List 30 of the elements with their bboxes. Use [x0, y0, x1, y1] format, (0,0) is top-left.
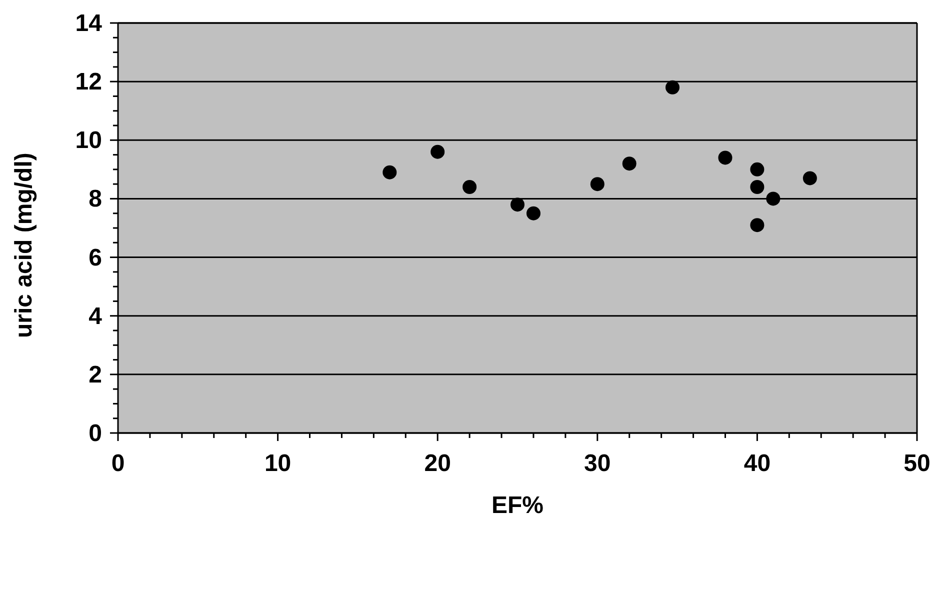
- point: [526, 206, 540, 220]
- point: [750, 162, 764, 176]
- point: [430, 144, 445, 159]
- point: [622, 156, 636, 171]
- point: [750, 218, 764, 232]
- y-tick-label: 4: [88, 302, 103, 330]
- y-tick-label: 0: [88, 420, 102, 447]
- y-tick-label: 12: [75, 68, 102, 96]
- point: [590, 177, 604, 192]
- point: [802, 171, 817, 186]
- point: [666, 80, 680, 94]
- point: [510, 198, 524, 212]
- y-tick-label: 14: [75, 10, 103, 37]
- x-tick-label: 20: [424, 450, 451, 477]
- x-tick-label: 30: [584, 450, 611, 477]
- y-tick-label: 10: [75, 127, 102, 154]
- x-tick-label: 40: [744, 450, 771, 477]
- x-axis-title: EF%: [491, 492, 544, 519]
- y-tick-label: 2: [88, 361, 102, 388]
- point: [382, 165, 397, 180]
- x-tick-label: 0: [111, 450, 125, 477]
- point: [750, 180, 764, 194]
- point: [766, 192, 780, 206]
- point: [462, 180, 477, 194]
- x-tick-label: 50: [904, 450, 930, 477]
- y-tick-label: 6: [88, 244, 102, 272]
- y-tick-label: 8: [88, 186, 102, 213]
- x-tick-label: 10: [264, 450, 292, 477]
- y-axis-title: uric acid (mg/dl): [10, 152, 38, 338]
- point: [718, 150, 732, 165]
